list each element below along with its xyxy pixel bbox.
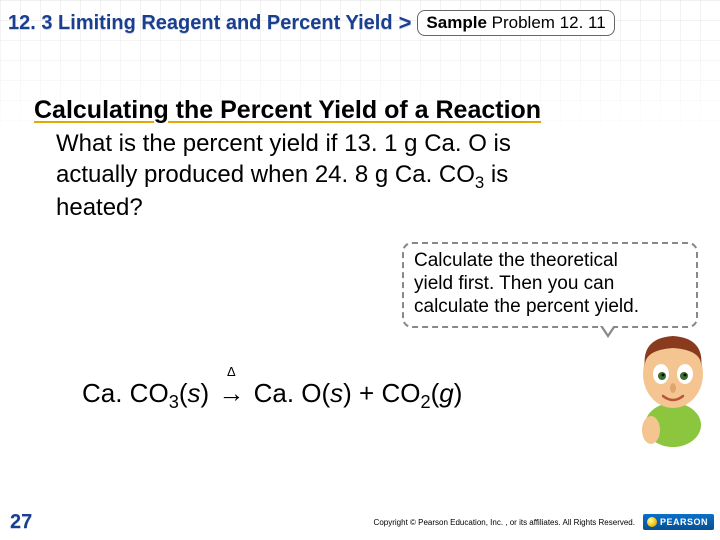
section-title: 12. 3 Limiting Reagent and Percent Yield [8,12,393,35]
eq-product2-state-open: ( [431,378,440,408]
question-subscript: 3 [475,173,484,192]
sample-label-bold: Sample [426,13,486,32]
eq-reactant-state-close: ) [200,378,216,408]
chemical-equation: Ca. CO3(s) Δ→ Ca. O(s) + CO2(g) [82,378,462,413]
eq-product1: Ca. O( [246,378,330,408]
eq-product2-state-close: ) [454,378,463,408]
reaction-arrow: Δ→ [216,378,246,409]
sample-label-rest: Problem 12. 11 [487,13,606,32]
callout-line-1: Calculate the theoretical [414,250,686,273]
arrow-glyph: → [218,378,244,408]
eq-product2-state: g [439,378,453,408]
eq-product1-state: s [330,378,343,408]
footer-right: Copyright © Pearson Education, Inc. , or… [374,514,714,530]
logo-text: PEARSON [660,517,708,527]
delta-symbol: Δ [227,364,236,379]
page-number: 27 [10,511,32,534]
pearson-logo: PEARSON [643,514,714,530]
sample-problem-badge: Sample Problem 12. 11 [417,10,614,36]
question-line-2-tail: is [484,161,508,188]
slide-body: Calculating the Percent Yield of a React… [0,36,720,224]
question-line-3: heated? [56,194,143,221]
hint-callout: Calculate the theoretical yield first. T… [402,242,698,328]
eq-reactant-state: s [187,378,200,408]
eq-product1-end: ) + CO [343,378,420,408]
logo-globe-icon [647,517,657,527]
eq-reactant: Ca. CO [82,378,169,408]
callout-line-2: yield first. Then you can [414,273,686,296]
eq-product2-sub: 2 [420,392,430,412]
callout-line-3: calculate the percent yield. [414,296,686,319]
question-line-2: actually produced when 24. 8 g Ca. CO [56,161,475,188]
eq-reactant-sub: 3 [169,392,179,412]
problem-question: What is the percent yield if 13. 1 g Ca.… [56,129,596,224]
breadcrumb-chevron: > [399,10,412,36]
copyright-text: Copyright © Pearson Education, Inc. , or… [374,518,635,527]
avatar-character-icon [631,330,716,450]
callout-tail-icon [600,326,616,338]
slide-footer: 27 Copyright © Pearson Education, Inc. ,… [0,508,720,540]
question-line-1: What is the percent yield if 13. 1 g Ca.… [56,130,511,157]
slide-header: 12. 3 Limiting Reagent and Percent Yield… [0,0,720,36]
problem-heading: Calculating the Percent Yield of a React… [34,96,690,125]
